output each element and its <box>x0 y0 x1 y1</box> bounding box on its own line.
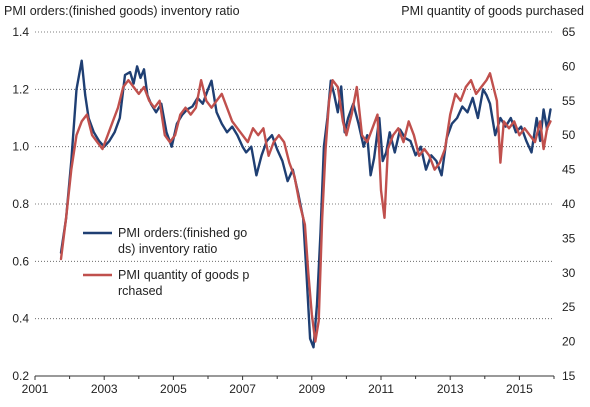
axes: 0.2 0.4 0.6 0.8 1.0 1.2 1.4 15 20 25 30 35 40 45 50 55 6… <box>12 25 575 396</box>
series-line-goods-purchased <box>59 72 552 343</box>
left-axis-title: PMI orders:(finished goods) inventory ra… <box>4 4 240 18</box>
left-tick-label: 0.4 <box>12 312 29 326</box>
left-tick-label: 1.2 <box>12 82 29 96</box>
left-tick-label: 0.2 <box>12 369 29 383</box>
series-lines <box>59 59 552 349</box>
legend-label-goods-purchased: PMI quantity of goods p rchased <box>118 268 249 298</box>
x-tick-label: 2003 <box>91 382 118 396</box>
right-tick-label: 55 <box>562 94 576 108</box>
x-tick-label: 2009 <box>298 382 325 396</box>
right-tick-label: 45 <box>562 163 576 177</box>
legend-label-inventory-ratio: PMI orders:(finished go ds) inventory rat… <box>118 226 247 256</box>
left-tick-label: 0.6 <box>12 254 29 268</box>
left-tick-label: 1.4 <box>12 25 29 39</box>
x-tick-label: 2011 <box>368 382 394 396</box>
x-tick-label: 2015 <box>506 382 533 396</box>
right-tick-label: 15 <box>562 369 576 383</box>
right-tick-label: 40 <box>562 197 576 211</box>
grid-lines <box>35 31 554 320</box>
right-tick-label: 50 <box>562 128 576 142</box>
x-tick-label: 2007 <box>229 382 256 396</box>
right-tick-label: 35 <box>562 231 576 245</box>
right-tick-label: 65 <box>562 25 576 39</box>
right-tick-label: 25 <box>562 300 576 314</box>
x-tick-label: 2013 <box>437 382 464 396</box>
x-tick-label: 2001 <box>22 382 49 396</box>
right-tick-label: 60 <box>562 59 576 73</box>
right-tick-label: 20 <box>562 335 576 349</box>
right-axis-title: PMI quantity of goods purchased <box>401 4 584 18</box>
series-line-inventory-ratio <box>59 59 552 349</box>
left-tick-label: 1.0 <box>12 140 29 154</box>
right-tick-label: 30 <box>562 266 576 280</box>
legend: PMI orders:(finished go ds) inventory rat… <box>83 226 249 298</box>
left-tick-label: 0.8 <box>12 197 29 211</box>
x-tick-label: 2005 <box>160 382 187 396</box>
